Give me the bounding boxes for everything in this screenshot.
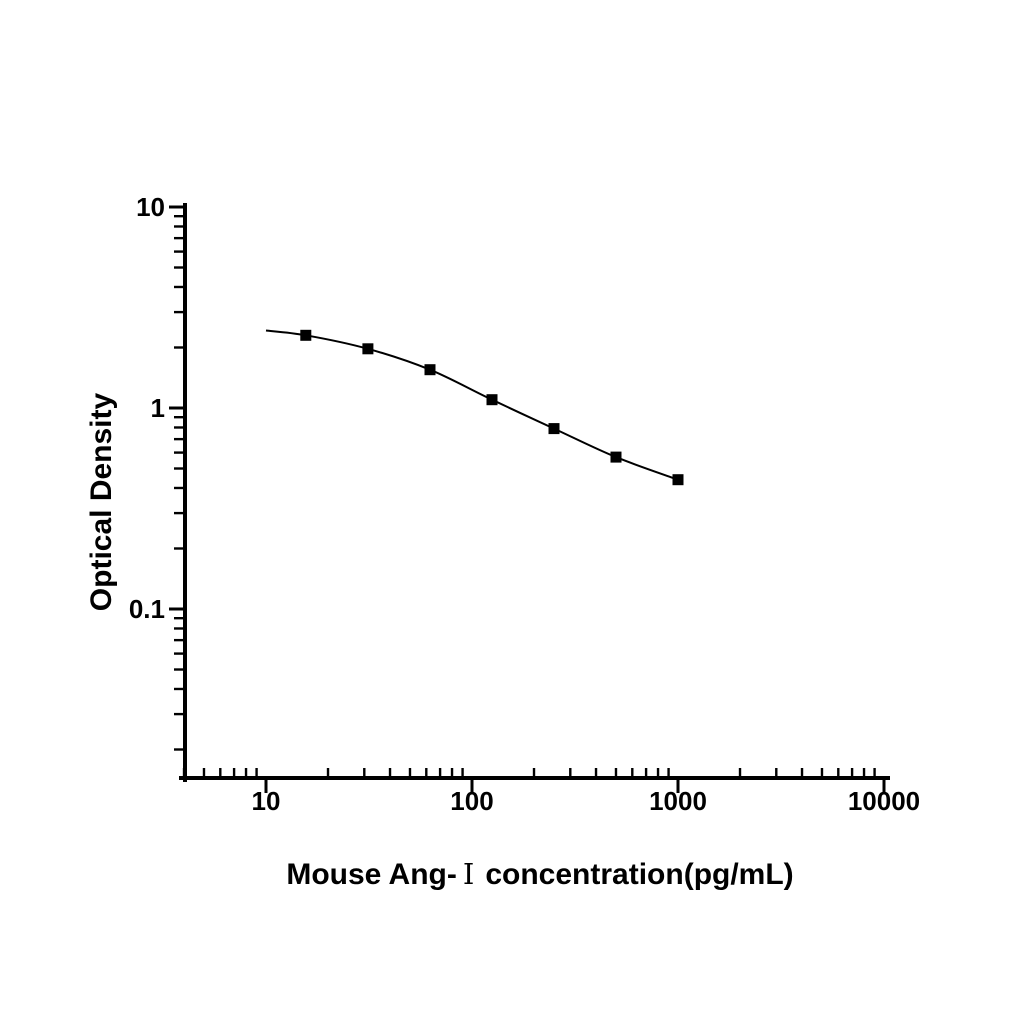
data-point-marker	[300, 329, 312, 341]
data-point-marker	[362, 343, 374, 355]
x-axis-title-suffix: concentration(pg/mL)	[485, 858, 793, 891]
x-axis: 10 100 1000 10000	[179, 768, 920, 816]
data-point-marker	[548, 423, 560, 435]
y-axis: 10 1 0.1	[129, 192, 187, 782]
x-tick-label: 10	[252, 786, 281, 816]
data-point-marker	[486, 394, 498, 406]
y-axis-title: Optical Density	[85, 392, 118, 611]
x-tick-label: 1000	[649, 786, 707, 816]
y-tick-label: 1	[151, 393, 165, 423]
x-axis-title-prefix: Mouse Ang-	[286, 858, 457, 891]
data-point-marker	[672, 474, 684, 486]
y-tick-label: 10	[136, 192, 165, 222]
y-tick-label: 0.1	[129, 594, 165, 624]
x-axis-title-roman-numeral: Ⅰ	[463, 859, 474, 891]
x-tick-label: 10000	[848, 786, 920, 816]
data-point-marker	[424, 364, 436, 376]
x-tick-label: 100	[450, 786, 493, 816]
data-point-markers	[300, 329, 684, 486]
data-point-marker	[610, 451, 622, 463]
